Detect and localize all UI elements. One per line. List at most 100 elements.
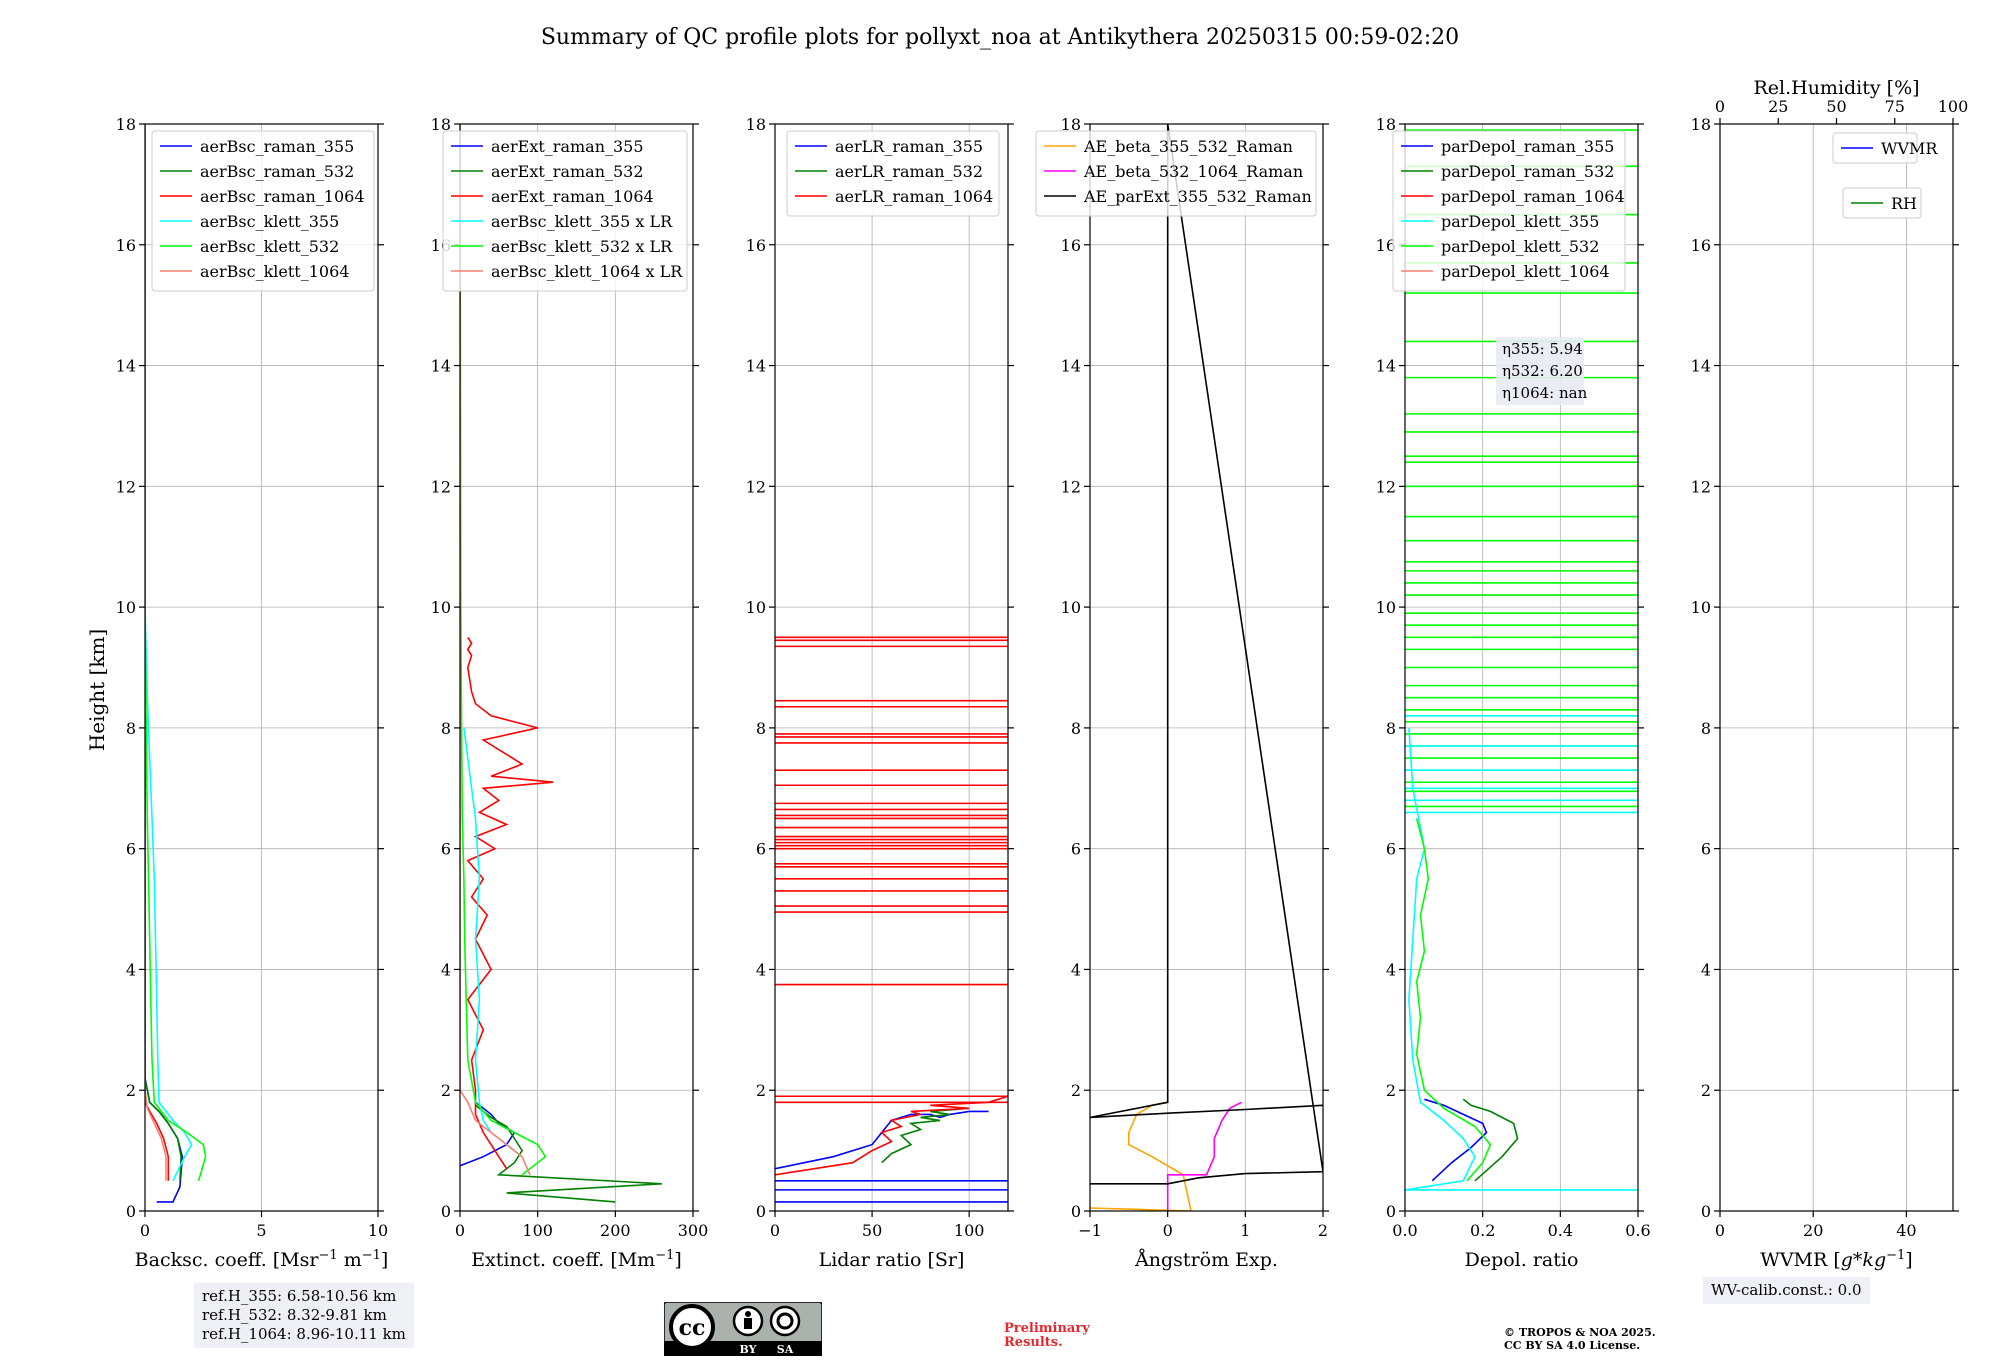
series-line-aerExt_raman_1064 — [466, 636, 554, 1170]
xtick-label-2: 1 — [1240, 1221, 1250, 1240]
ytick-label-7: 14 — [746, 357, 766, 376]
panel-1: 0 2 4 6 8 10 12 14 16 18 0 5 10 Backsc. coeff. [Msr−1… — [116, 115, 389, 1271]
ytick-label-3: 6 — [756, 840, 766, 859]
xtick-label-0: 0 — [140, 1221, 150, 1240]
xtick-label-0: 0 — [455, 1221, 465, 1240]
ytick-label-6: 12 — [1376, 477, 1396, 496]
copyright-line-2: CC BY SA 4.0 License. — [1504, 1339, 1641, 1352]
ytick-label-6: 12 — [746, 477, 766, 496]
ref-height-355: ref.H_355: 6.58-10.56 km — [202, 1287, 397, 1305]
ref-height-1064: ref.H_1064: 8.96-10.11 km — [202, 1325, 406, 1343]
ytick-label-6: 12 — [431, 477, 451, 496]
legend-label-AE_beta_532_1064_Raman: AE_beta_532_1064_Raman — [1083, 162, 1303, 181]
figure-title: Summary of QC profile plots for pollyxt_… — [541, 25, 1459, 50]
series-line-aerBsc_klett_532 — [145, 124, 207, 1182]
series-line-parDepol_raman_355 — [1424, 1098, 1488, 1182]
series-line-AE_parExt_355_532_Raman — [1090, 124, 1323, 1185]
ytick-label-1: 2 — [756, 1081, 766, 1100]
legend-label-parDepol_raman_532: parDepol_raman_532 — [1441, 162, 1614, 181]
ytick-label-4: 8 — [1071, 719, 1081, 738]
ytick-label-8: 16 — [1061, 236, 1081, 255]
legend-box-0 — [1832, 132, 1918, 164]
legend-label-parDepol_klett_532: parDepol_klett_532 — [1441, 237, 1599, 256]
legend-box-4 — [1035, 130, 1317, 217]
ytick-label-3: 6 — [441, 840, 451, 859]
axes-frame-4 — [1089, 123, 1324, 1212]
ytick-label-4: 8 — [441, 719, 451, 738]
plot-area-2 — [460, 124, 662, 1203]
legend-box-3 — [786, 130, 1000, 217]
legend-label-aerBsc_raman_532: aerBsc_raman_532 — [200, 162, 354, 181]
ytick-label-4: 8 — [1386, 719, 1396, 738]
ytick-label-0: 0 — [756, 1202, 766, 1221]
ytick-label-3: 6 — [1701, 840, 1711, 859]
series-line-aerExt_raman_532 — [475, 1104, 662, 1203]
cc-license-badge: cc BY SA — [664, 1302, 822, 1356]
xtick-label-3: 300 — [678, 1221, 709, 1240]
xtick-label-2: 40 — [1896, 1221, 1916, 1240]
ytick-label-8: 16 — [1376, 236, 1396, 255]
ytick-label-9: 18 — [1061, 115, 1081, 134]
legend-box-1 — [151, 130, 375, 292]
ytick-label-7: 14 — [116, 357, 136, 376]
series-line-parDepol_klett_532 — [1415, 818, 1492, 1182]
legend-label-aerExt_raman_532: aerExt_raman_532 — [491, 162, 644, 181]
x-axis-label-2: Extinct. coeff. [Mm−1] — [471, 1248, 682, 1272]
ytick-label-7: 14 — [1376, 357, 1396, 376]
x-axis-label-6: WVMR [g*kg−1] — [1760, 1248, 1912, 1272]
ytick-label-6: 12 — [1061, 477, 1081, 496]
xtick-label-1: 50 — [862, 1221, 882, 1240]
legend-label-AE_beta_355_532_Raman: AE_beta_355_532_Raman — [1083, 137, 1293, 156]
legend-label-aerLR_raman_532: aerLR_raman_532 — [835, 162, 983, 181]
reference-height-box: ref.H_355: 6.58-10.56 km ref.H_532: 8.32… — [194, 1283, 414, 1348]
series-line-aerLR_raman_355 — [775, 1110, 989, 1170]
y-axis-label: Height [km] — [85, 629, 109, 751]
legend-label-aerBsc_klett_355: aerBsc_klett_355 — [200, 212, 339, 231]
svg-text:cc: cc — [679, 1315, 706, 1341]
legend-label-aerBsc_raman_355: aerBsc_raman_355 — [200, 137, 354, 156]
ytick-label-6: 12 — [116, 477, 136, 496]
legend-label-parDepol_klett_355: parDepol_klett_355 — [1441, 212, 1599, 231]
ytick-label-1: 2 — [1701, 1081, 1711, 1100]
xtick-label-1: 20 — [1803, 1221, 1823, 1240]
copyright-line-1: © TROPOS & NOA 2025. — [1504, 1326, 1656, 1339]
xtick-label-1: 0.2 — [1470, 1221, 1495, 1240]
ytick-label-0: 0 — [1386, 1202, 1396, 1221]
plot-area-1 — [145, 124, 207, 1203]
ytick-label-8: 16 — [116, 236, 136, 255]
series-line-aerBsc_klett_532 x LR — [460, 124, 547, 1176]
preliminary-line-1: Preliminary — [1004, 1321, 1090, 1336]
x-axis-label-1: Backsc. coeff. [Msr−1 m−1] — [135, 1248, 389, 1272]
ytick-label-6: 12 — [1691, 477, 1711, 496]
x-axis-label-4: Ångström Exp. — [1134, 1249, 1278, 1271]
ytick-label-1: 2 — [1386, 1081, 1396, 1100]
ytick-label-3: 6 — [126, 840, 136, 859]
legend-label-aerLR_raman_1064: aerLR_raman_1064 — [835, 187, 993, 206]
series-line-aerBsc_klett_355 — [145, 124, 193, 1182]
ytick-label-7: 14 — [1061, 357, 1081, 376]
xtick-label-1: 100 — [522, 1221, 553, 1240]
eta-annotation-box — [1496, 337, 1584, 405]
ytick-label-2: 4 — [1071, 960, 1081, 979]
legend-label-aerBsc_klett_532: aerBsc_klett_532 — [200, 237, 339, 256]
series-line-aerBsc_klett_1064 — [145, 124, 167, 1181]
top-xtick-label-1: 25 — [1768, 97, 1788, 116]
xtick-label-0: 0.0 — [1392, 1221, 1417, 1240]
legend-box-2 — [442, 130, 688, 292]
ytick-label-1: 2 — [441, 1081, 451, 1100]
series-line-aerBsc_raman_1064 — [145, 124, 170, 1181]
ytick-label-5: 10 — [1061, 598, 1081, 617]
ytick-label-0: 0 — [126, 1202, 136, 1221]
ytick-label-9: 18 — [1691, 115, 1711, 134]
ytick-label-1: 2 — [126, 1081, 136, 1100]
ytick-label-4: 8 — [1701, 719, 1711, 738]
legend-label-aerBsc_klett_1064: aerBsc_klett_1064 — [200, 262, 349, 281]
series-line-aerLR_raman_532 — [881, 1107, 970, 1164]
ytick-label-1: 2 — [1071, 1081, 1081, 1100]
xtick-label-3: 0.6 — [1625, 1221, 1650, 1240]
xtick-label-0: −1 — [1078, 1221, 1102, 1240]
series-line-aerBsc_klett_1064 x LR — [460, 124, 531, 1176]
plot-area-5 — [1405, 129, 1638, 1191]
xtick-label-2: 200 — [600, 1221, 631, 1240]
